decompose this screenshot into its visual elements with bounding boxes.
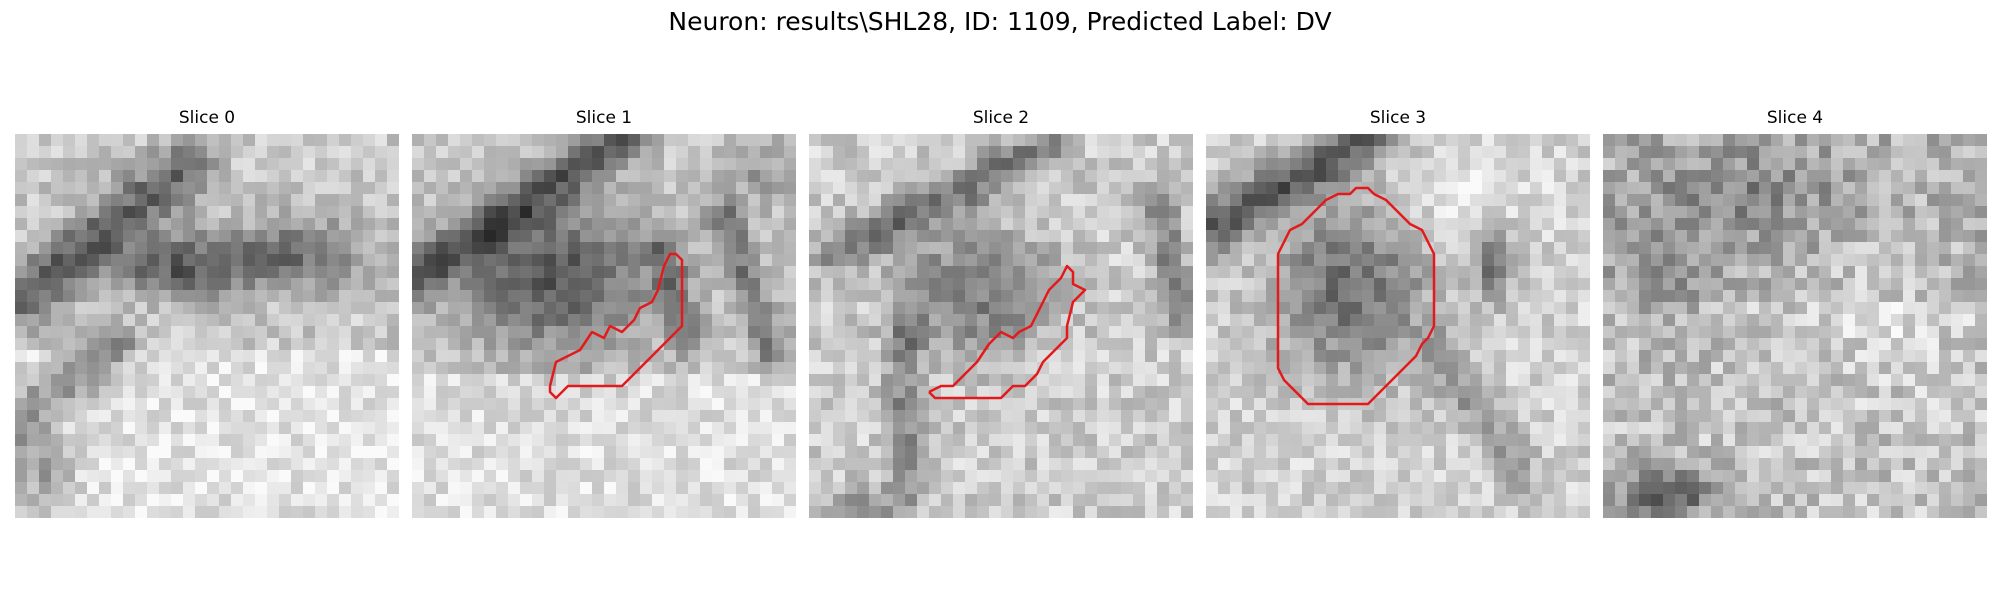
slice-title-4: Slice 4: [1603, 107, 1987, 129]
figure-title: Neuron: results\SHL28, ID: 1109, Predict…: [0, 6, 2000, 38]
slice-title-1: Slice 1: [412, 107, 796, 129]
slice-image-0: [15, 134, 399, 518]
slice-image-2: [809, 134, 1193, 518]
slice-title-3: Slice 3: [1206, 107, 1590, 129]
slice-image-3: [1206, 134, 1590, 518]
slice-image-1: [412, 134, 796, 518]
slice-title-0: Slice 0: [15, 107, 399, 129]
slice-title-2: Slice 2: [809, 107, 1193, 129]
slice-image-4: [1603, 134, 1987, 518]
